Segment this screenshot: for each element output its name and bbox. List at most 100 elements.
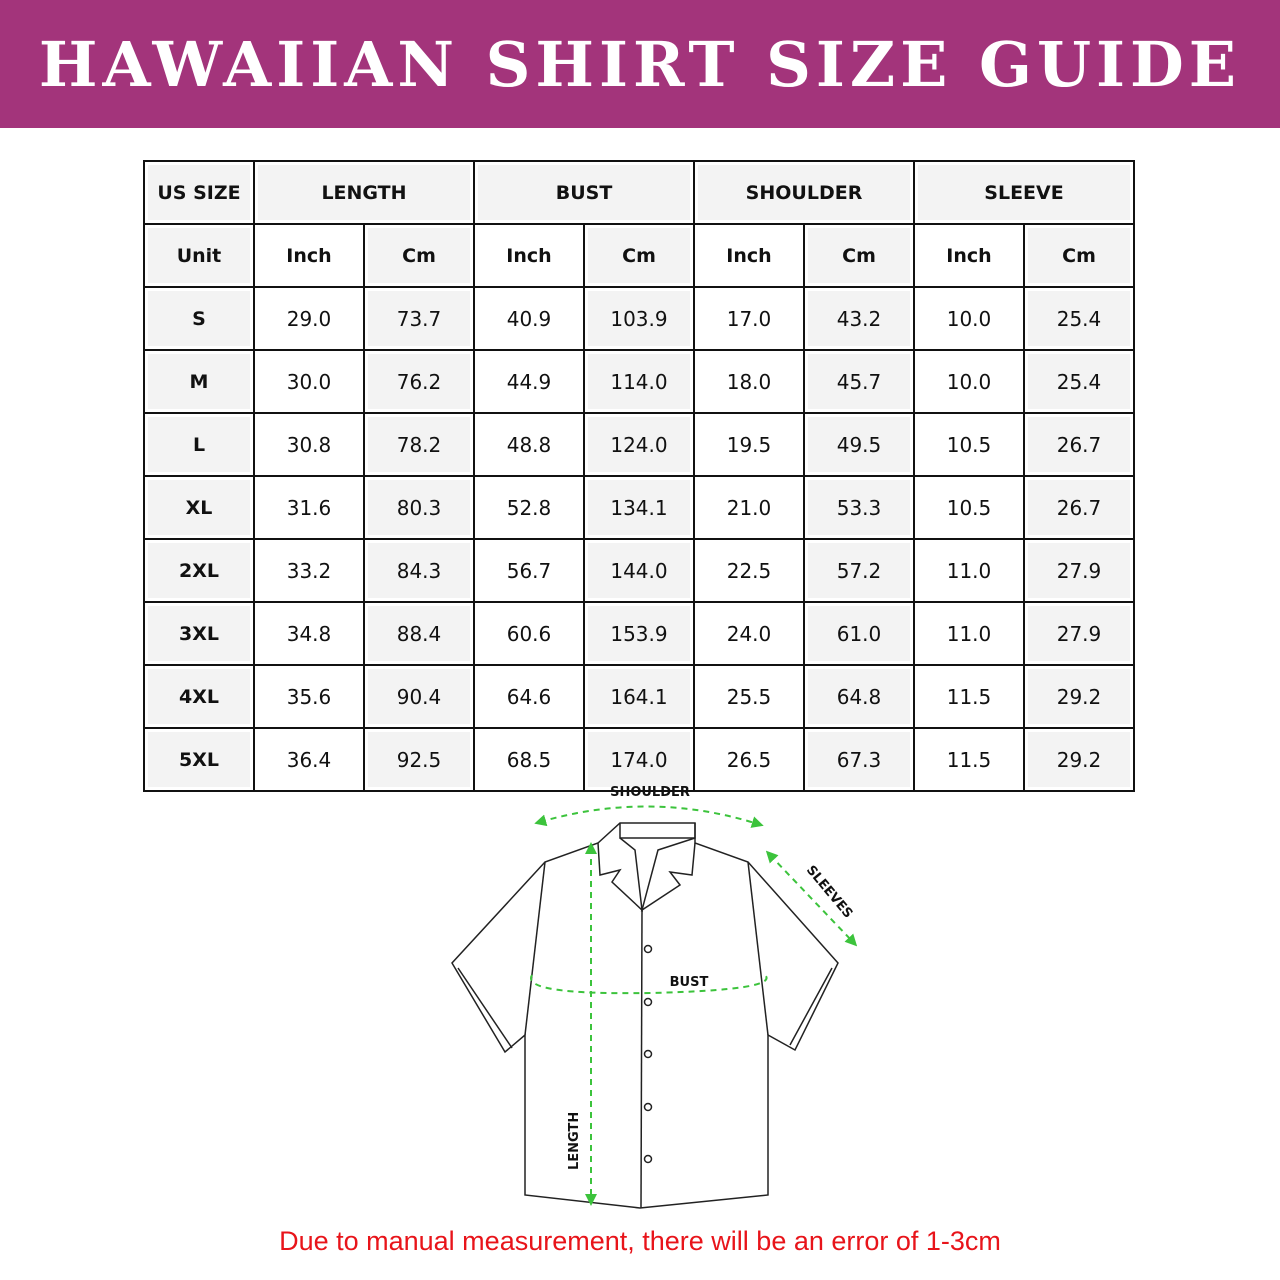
value-cell-text: 35.6 bbox=[258, 669, 360, 724]
size-cell-text: 4XL bbox=[148, 669, 250, 724]
size-cell-text: 5XL bbox=[148, 732, 250, 787]
value-cell-text: 11.0 bbox=[918, 606, 1020, 661]
value-cell-text: 61.0 bbox=[808, 606, 910, 661]
value-cell: 36.4 bbox=[253, 727, 365, 792]
value-cell-text: 36.4 bbox=[258, 732, 360, 787]
size-cell: L bbox=[143, 412, 255, 477]
value-cell: 53.3 bbox=[803, 475, 915, 540]
size-cell: XL bbox=[143, 475, 255, 540]
value-cell-text: 45.7 bbox=[808, 354, 910, 409]
size-cell: M bbox=[143, 349, 255, 414]
value-cell-text: 25.4 bbox=[1028, 291, 1130, 346]
value-cell-text: 29.2 bbox=[1028, 669, 1130, 724]
value-cell: 22.5 bbox=[693, 538, 805, 603]
value-cell-text: 21.0 bbox=[698, 480, 800, 535]
bust-measure-line bbox=[530, 974, 768, 995]
value-cell-text: 64.6 bbox=[478, 669, 580, 724]
value-cell-text: 153.9 bbox=[588, 606, 690, 661]
value-cell-text: 57.2 bbox=[808, 543, 910, 598]
value-cell-text: 40.9 bbox=[478, 291, 580, 346]
value-cell: 134.1 bbox=[583, 475, 695, 540]
value-cell: 64.6 bbox=[473, 664, 585, 729]
table-row: 3XL 34.8 88.4 60.6 153.9 24.0 61.0 11.0 27.9 bbox=[143, 601, 1135, 666]
value-cell: 21.0 bbox=[693, 475, 805, 540]
value-cell: 88.4 bbox=[363, 601, 475, 666]
unit-header-text: Inch bbox=[698, 228, 800, 283]
value-cell-text: 67.3 bbox=[808, 732, 910, 787]
value-cell: 124.0 bbox=[583, 412, 695, 477]
table-row: M 30.0 76.2 44.9 114.0 18.0 45.7 10.0 25.4 bbox=[143, 349, 1135, 414]
value-cell: 84.3 bbox=[363, 538, 475, 603]
unit-row: Unit Inch Cm Inch Cm Inch Cm Inch Cm bbox=[143, 223, 1135, 288]
value-cell-text: 80.3 bbox=[368, 480, 470, 535]
value-cell-text: 124.0 bbox=[588, 417, 690, 472]
group-header: LENGTH bbox=[253, 160, 475, 225]
size-table: US SIZE LENGTH BUST SHOULDER SLEEVE Unit Inch C… bbox=[143, 160, 1135, 792]
value-cell: 76.2 bbox=[363, 349, 475, 414]
value-cell-text: 11.5 bbox=[918, 669, 1020, 724]
value-cell-text: 22.5 bbox=[698, 543, 800, 598]
value-cell-text: 103.9 bbox=[588, 291, 690, 346]
unit-header: Inch bbox=[693, 223, 805, 288]
value-cell: 10.0 bbox=[913, 286, 1025, 351]
unit-header: Inch bbox=[473, 223, 585, 288]
value-cell: 25.4 bbox=[1023, 286, 1135, 351]
value-cell-text: 30.0 bbox=[258, 354, 360, 409]
value-cell-text: 10.0 bbox=[918, 291, 1020, 346]
value-cell: 44.9 bbox=[473, 349, 585, 414]
group-header-text: SHOULDER bbox=[698, 165, 910, 220]
value-cell-text: 90.4 bbox=[368, 669, 470, 724]
unit-header-text: Inch bbox=[258, 228, 360, 283]
value-cell: 80.3 bbox=[363, 475, 475, 540]
value-cell-text: 19.5 bbox=[698, 417, 800, 472]
value-cell-text: 76.2 bbox=[368, 354, 470, 409]
title-banner: HAWAIIAN SHIRT SIZE GUIDE bbox=[0, 0, 1280, 128]
value-cell: 61.0 bbox=[803, 601, 915, 666]
group-header-text: SLEEVE bbox=[918, 165, 1130, 220]
table-row: L 30.8 78.2 48.8 124.0 19.5 49.5 10.5 26.7 bbox=[143, 412, 1135, 477]
value-cell: 57.2 bbox=[803, 538, 915, 603]
value-cell: 174.0 bbox=[583, 727, 695, 792]
length-label: LENGTH bbox=[567, 1112, 582, 1170]
unit-label: Unit bbox=[143, 223, 255, 288]
value-cell: 26.7 bbox=[1023, 475, 1135, 540]
table-row: 4XL 35.6 90.4 64.6 164.1 25.5 64.8 11.5 29.2 bbox=[143, 664, 1135, 729]
value-cell: 35.6 bbox=[253, 664, 365, 729]
table-row: 5XL 36.4 92.5 68.5 174.0 26.5 67.3 11.5 29.2 bbox=[143, 727, 1135, 792]
group-header: SHOULDER bbox=[693, 160, 915, 225]
value-cell-text: 26.7 bbox=[1028, 417, 1130, 472]
value-cell-text: 25.5 bbox=[698, 669, 800, 724]
value-cell: 78.2 bbox=[363, 412, 475, 477]
group-header-text: LENGTH bbox=[258, 165, 470, 220]
size-cell-text: L bbox=[148, 417, 250, 472]
value-cell-text: 60.6 bbox=[478, 606, 580, 661]
value-cell: 49.5 bbox=[803, 412, 915, 477]
value-cell: 31.6 bbox=[253, 475, 365, 540]
value-cell-text: 64.8 bbox=[808, 669, 910, 724]
value-cell: 56.7 bbox=[473, 538, 585, 603]
size-header-text: US SIZE bbox=[148, 165, 250, 220]
value-cell: 30.0 bbox=[253, 349, 365, 414]
value-cell-text: 56.7 bbox=[478, 543, 580, 598]
value-cell-text: 24.0 bbox=[698, 606, 800, 661]
value-cell: 27.9 bbox=[1023, 538, 1135, 603]
value-cell: 164.1 bbox=[583, 664, 695, 729]
value-cell: 29.2 bbox=[1023, 664, 1135, 729]
value-cell: 11.0 bbox=[913, 601, 1025, 666]
value-cell-text: 92.5 bbox=[368, 732, 470, 787]
value-cell-text: 44.9 bbox=[478, 354, 580, 409]
value-cell-text: 78.2 bbox=[368, 417, 470, 472]
value-cell-text: 30.8 bbox=[258, 417, 360, 472]
value-cell: 26.5 bbox=[693, 727, 805, 792]
value-cell-text: 48.8 bbox=[478, 417, 580, 472]
value-cell-text: 27.9 bbox=[1028, 543, 1130, 598]
shoulder-measure-line bbox=[534, 805, 764, 828]
value-cell: 52.8 bbox=[473, 475, 585, 540]
value-cell: 25.5 bbox=[693, 664, 805, 729]
value-cell-text: 33.2 bbox=[258, 543, 360, 598]
size-cell-text: 3XL bbox=[148, 606, 250, 661]
unit-header: Inch bbox=[253, 223, 365, 288]
value-cell-text: 29.2 bbox=[1028, 732, 1130, 787]
value-cell: 43.2 bbox=[803, 286, 915, 351]
value-cell: 45.7 bbox=[803, 349, 915, 414]
